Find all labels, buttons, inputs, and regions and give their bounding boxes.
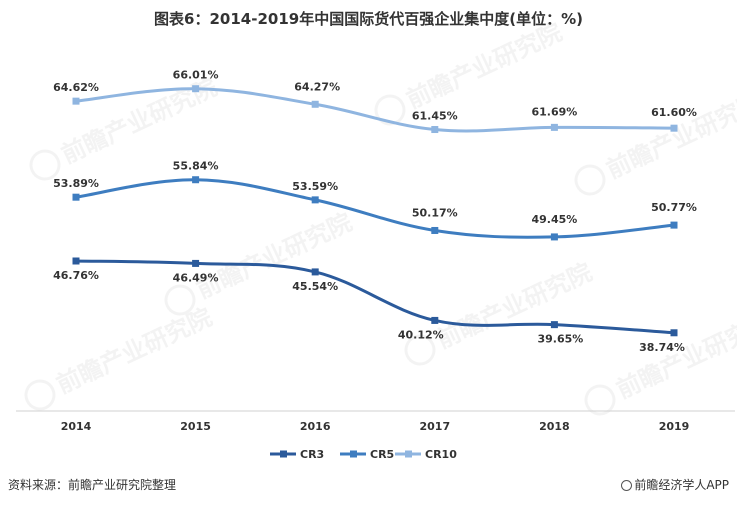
source-note: 资料来源：前瞻产业研究院整理 xyxy=(8,478,177,492)
watermark-text: 前瞻产业研究院 xyxy=(612,308,737,404)
data-point-cr10-2017 xyxy=(431,126,439,134)
legend-marker-cr3 xyxy=(280,450,287,458)
data-label-cr5-2016: 53.59% xyxy=(292,180,338,193)
x-tick-label-2016: 2016 xyxy=(300,420,331,433)
data-point-cr10-2014 xyxy=(72,97,80,105)
data-label-cr5-2015: 55.84% xyxy=(173,160,219,173)
data-label-cr3-2019: 38.74% xyxy=(639,341,685,354)
data-point-cr10-2018 xyxy=(550,123,558,131)
data-label-cr5-2018: 49.45% xyxy=(531,213,577,226)
legend-item-cr5: CR5 xyxy=(340,448,394,461)
watermark-logo-icon xyxy=(164,284,196,316)
legend-label-cr10: CR10 xyxy=(425,448,457,461)
data-label-cr3-2014: 46.76% xyxy=(53,269,99,282)
data-point-cr5-2016 xyxy=(311,196,319,204)
watermark: 前瞻产业研究院 xyxy=(24,303,216,411)
legend-label-cr5: CR5 xyxy=(370,448,394,461)
legend-item-cr3: CR3 xyxy=(270,448,324,461)
watermark-logo-icon xyxy=(574,164,606,196)
watermark: 前瞻产业研究院 xyxy=(574,88,737,196)
data-label-cr10-2016: 64.27% xyxy=(294,80,340,93)
data-point-cr10-2019 xyxy=(670,124,678,132)
data-point-cr3-2018 xyxy=(550,321,558,329)
data-point-cr3-2016 xyxy=(311,268,319,276)
watermark-text: 前瞻产业研究院 xyxy=(602,88,737,184)
data-label-cr5-2017: 50.17% xyxy=(412,206,458,219)
data-label-cr5-2019: 50.77% xyxy=(651,201,697,214)
data-label-cr3-2015: 46.49% xyxy=(173,271,219,284)
x-tick-label-2015: 2015 xyxy=(180,420,211,433)
data-point-cr3-2019 xyxy=(670,329,678,337)
series-line-cr3 xyxy=(75,259,675,335)
watermark-text: 前瞻产业研究院 xyxy=(52,303,216,399)
x-tick-label-2018: 2018 xyxy=(539,420,570,433)
data-label-cr5-2014: 53.89% xyxy=(53,177,99,190)
x-tick-labels: 2014 2015 2016 2017 2018 2019 xyxy=(61,420,690,433)
brand-logo-icon xyxy=(621,480,633,491)
brand-app: 前瞻经济学人APP xyxy=(621,476,729,493)
data-label-cr3-2017: 40.12% xyxy=(398,328,444,341)
data-point-cr5-2019 xyxy=(670,221,678,229)
series-line-cr10 xyxy=(75,87,675,133)
watermark-text: 前瞻产业研究院 xyxy=(402,18,566,114)
data-label-cr3-2016: 45.54% xyxy=(292,280,338,293)
x-tick-label-2017: 2017 xyxy=(419,420,450,433)
legend-marker-cr5 xyxy=(350,450,357,458)
brand-label: 前瞻经济学人APP xyxy=(634,478,729,492)
x-tick-label-2014: 2014 xyxy=(61,420,92,433)
data-point-cr3-2015 xyxy=(192,259,200,267)
data-point-cr3-2017 xyxy=(431,316,439,324)
series-layer xyxy=(72,85,678,337)
data-point-cr3-2014 xyxy=(72,257,80,265)
data-point-cr10-2016 xyxy=(311,100,319,108)
data-label-cr10-2014: 64.62% xyxy=(53,81,99,94)
data-point-cr10-2015 xyxy=(192,85,200,93)
data-point-cr5-2014 xyxy=(72,193,80,201)
watermark-logo-icon xyxy=(584,384,616,416)
chart-title: 图表6：2014-2019年中国国际货代百强企业集中度(单位：%) xyxy=(154,10,583,28)
x-tick-label-2019: 2019 xyxy=(659,420,690,433)
data-labels-layer: 46.76% 46.49% 45.54% 40.12% 39.65% 38.74% 53.8… xyxy=(53,69,697,354)
legend: CR3 CR5 CR10 xyxy=(270,448,457,461)
data-label-cr10-2017: 61.45% xyxy=(412,110,458,123)
watermark: 前瞻产业研究院 xyxy=(404,258,596,366)
data-point-cr5-2017 xyxy=(431,226,439,234)
data-label-cr10-2018: 61.69% xyxy=(531,105,577,118)
data-point-cr5-2018 xyxy=(550,233,558,241)
watermark-logo-icon xyxy=(29,149,61,181)
data-point-cr5-2015 xyxy=(192,176,200,184)
data-label-cr10-2015: 66.01% xyxy=(173,69,219,82)
watermark-logo-icon xyxy=(24,379,56,411)
series-line-cr5 xyxy=(75,178,675,239)
data-label-cr10-2019: 61.60% xyxy=(651,106,697,119)
legend-label-cr3: CR3 xyxy=(300,448,324,461)
legend-item-cr10: CR10 xyxy=(395,448,457,461)
legend-marker-cr10 xyxy=(405,450,412,458)
watermark: 前瞻产业研究院 xyxy=(584,308,737,416)
data-label-cr3-2018: 39.65% xyxy=(537,333,583,346)
watermark-logo-icon xyxy=(404,334,436,366)
